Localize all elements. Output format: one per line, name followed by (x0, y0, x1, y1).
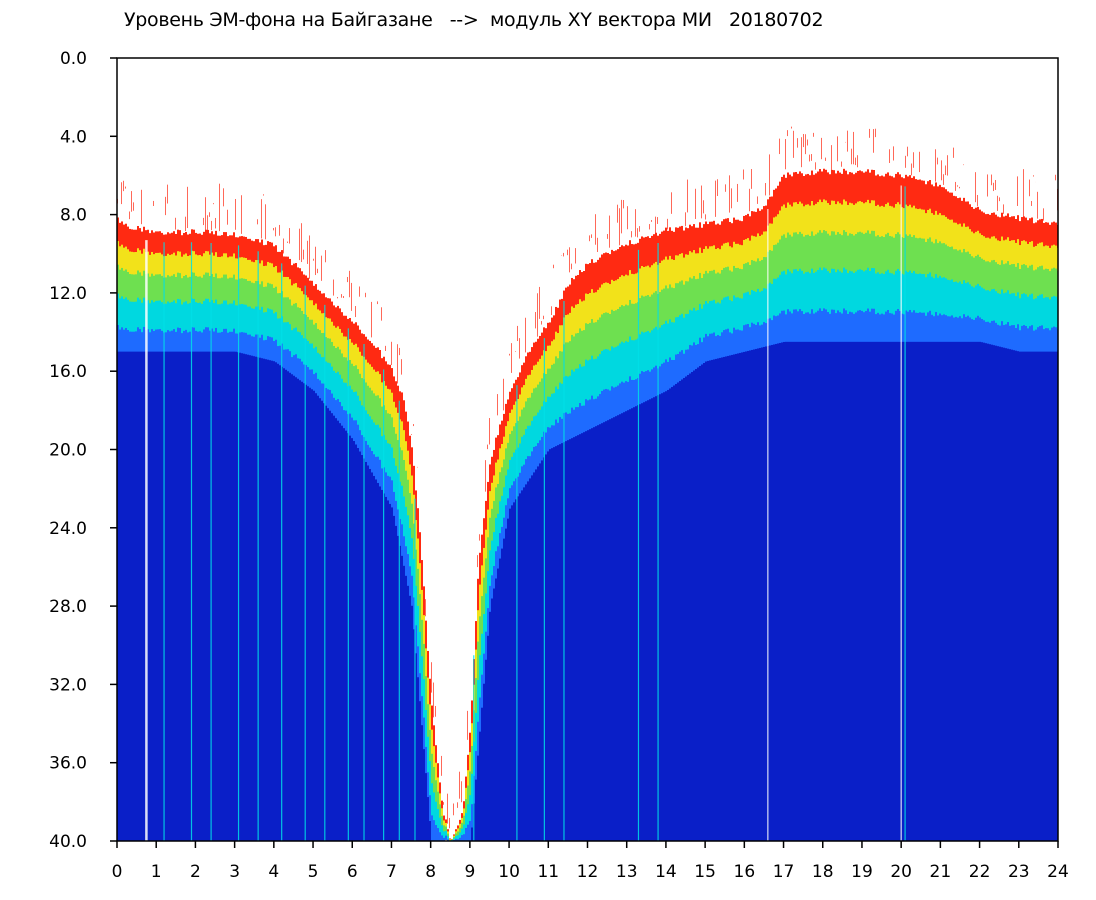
x-tick-label: 21 (930, 862, 952, 882)
chart-title: Уровень ЭМ-фона на Байгазане --> модуль … (124, 9, 824, 31)
x-tick-label: 19 (851, 862, 873, 882)
y-tick-label: 40.0 (49, 832, 87, 852)
x-tick-label: 22 (969, 862, 991, 882)
y-tick-label: 12.0 (49, 284, 87, 304)
x-tick-label: 2 (190, 862, 201, 882)
y-tick-label: 8.0 (60, 206, 87, 226)
heatmap-area (117, 126, 1058, 841)
y-axis: 0.0 4.0 8.0 12.0 16.0 20.0 24.0 28.0 32.0 36.0 40.… (49, 49, 117, 852)
x-tick-label: 3 (229, 862, 240, 882)
y-tick-label: 0.0 (60, 49, 87, 69)
y-tick-label: 36.0 (49, 754, 87, 774)
x-tick-label: 15 (694, 862, 716, 882)
x-tick-label: 8 (425, 862, 436, 882)
x-tick-label: 5 (308, 862, 319, 882)
y-tick-label: 4.0 (60, 127, 87, 147)
y-tick-label: 20.0 (49, 441, 87, 461)
x-tick-label: 7 (386, 862, 397, 882)
x-tick-label: 24 (1047, 862, 1069, 882)
x-axis: 0 1 2 3 4 5 6 7 8 9 10 11 12 13 14 15 16 17 18 19 20 21 22 23 24 (112, 841, 1069, 882)
x-tick-label: 9 (464, 862, 475, 882)
x-tick-label: 11 (537, 862, 559, 882)
x-tick-label: 13 (616, 862, 638, 882)
x-tick-label: 16 (734, 862, 756, 882)
x-tick-label: 12 (577, 862, 599, 882)
y-tick-label: 32.0 (49, 675, 87, 695)
x-tick-label: 18 (812, 862, 834, 882)
y-tick-label: 24.0 (49, 519, 87, 539)
x-tick-label: 0 (112, 862, 123, 882)
x-tick-label: 1 (151, 862, 162, 882)
x-tick-label: 4 (268, 862, 279, 882)
y-tick-label: 28.0 (49, 597, 87, 617)
x-tick-label: 17 (773, 862, 795, 882)
x-tick-label: 6 (347, 862, 358, 882)
x-tick-label: 23 (1008, 862, 1030, 882)
x-tick-label: 20 (890, 862, 912, 882)
x-tick-label: 10 (498, 862, 520, 882)
x-tick-label: 14 (655, 862, 677, 882)
y-tick-label: 16.0 (49, 362, 87, 382)
